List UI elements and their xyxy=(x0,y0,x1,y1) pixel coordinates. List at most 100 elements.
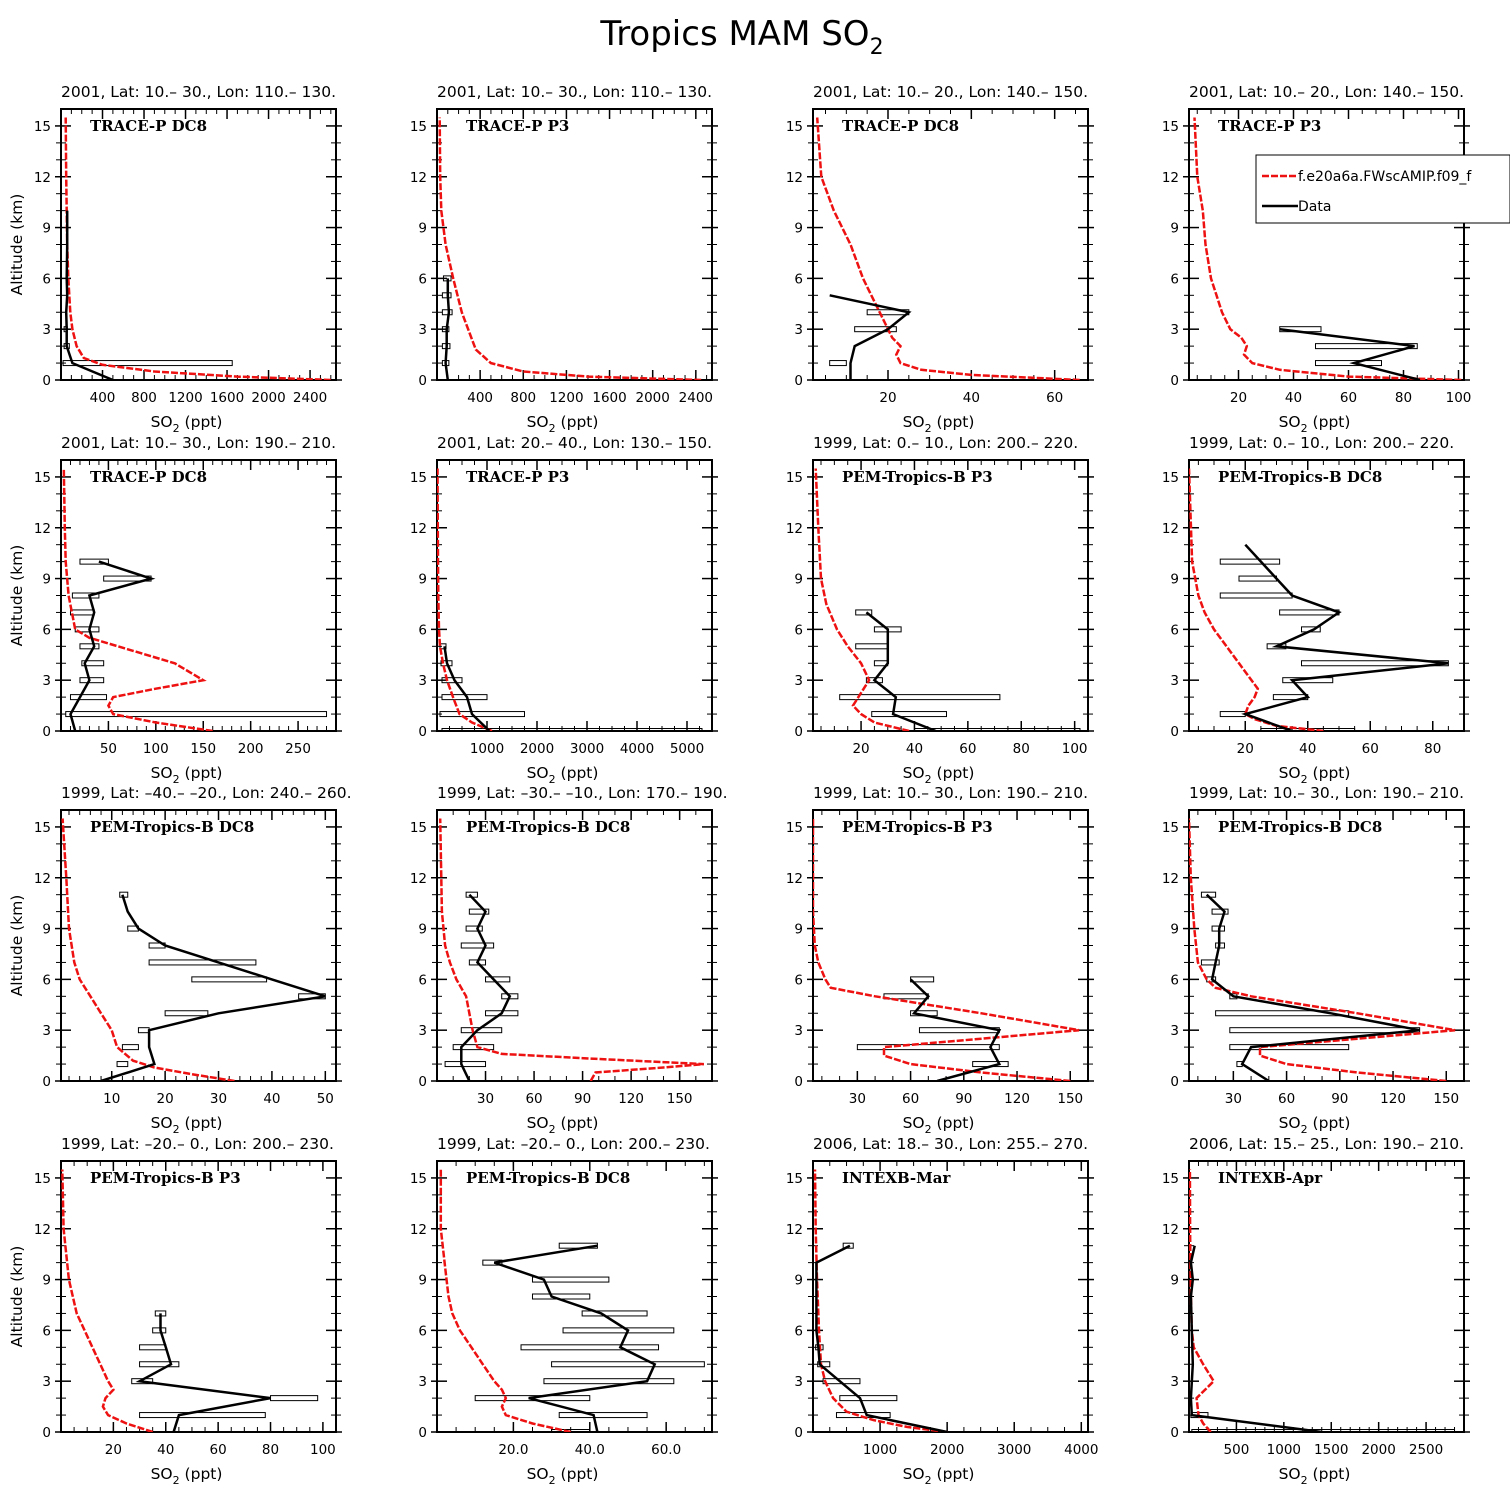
chart-panel-16: 2006, Lat: 15.– 25., Lon: 190.– 210. 0 3 6 9… xyxy=(1162,1135,1470,1487)
y-tick-label: 9 xyxy=(1170,922,1179,938)
y-tick-label: 3 xyxy=(794,322,803,338)
x-axis-label-suffix: (ppt) xyxy=(180,764,223,782)
x-axis-label-suffix: (ppt) xyxy=(556,1465,599,1483)
x-axis-label: SO2 (ppt) xyxy=(903,1114,975,1136)
y-tick-label: 9 xyxy=(794,572,803,588)
y-tick-label: 0 xyxy=(42,724,51,740)
x-axis-label: SO2 (ppt) xyxy=(903,1465,975,1487)
campaign-label: PEM-Tropics-B P3 xyxy=(842,818,993,836)
x-axis-label-suffix: (ppt) xyxy=(932,764,975,782)
chart-panel-1: 2001, Lat: 10.– 30., Lon: 110.– 130. 0 3 6 9… xyxy=(8,83,342,435)
range-bar xyxy=(551,1361,705,1368)
range-bar xyxy=(562,1327,675,1334)
range-bar xyxy=(79,558,109,565)
plot-area xyxy=(61,818,326,1081)
y-tick-label: 6 xyxy=(42,271,51,287)
x-axis-label-suffix: (ppt) xyxy=(1308,1114,1351,1132)
y-tick-label: 12 xyxy=(34,871,51,887)
x-axis-label-subscript: 2 xyxy=(549,773,556,786)
range-bar xyxy=(71,592,100,599)
y-tick-label: 6 xyxy=(42,972,51,988)
range-bar xyxy=(1219,592,1293,599)
y-tick-label: 15 xyxy=(34,1171,51,1187)
range-bar xyxy=(444,1061,487,1068)
x-tick-label: 20 xyxy=(852,741,869,757)
x-axis-label-suffix: (ppt) xyxy=(556,764,599,782)
x-tick-label: 60 xyxy=(959,741,976,757)
y-tick-label: 6 xyxy=(794,972,803,988)
range-bar xyxy=(543,1378,675,1385)
x-axis-label-subscript: 2 xyxy=(1301,1474,1308,1487)
plot-area xyxy=(813,1169,948,1432)
x-axis-label-suffix: (ppt) xyxy=(932,1465,975,1483)
model-line xyxy=(61,1169,154,1432)
y-tick-label: 3 xyxy=(42,1023,51,1039)
plot-frame xyxy=(436,809,713,1082)
chart-panel-11: 1999, Lat: 10.– 30., Lon: 190.– 210. 0 3 6 9… xyxy=(786,784,1094,1136)
y-tick-label: 15 xyxy=(410,470,427,486)
x-axis-label-suffix: (ppt) xyxy=(180,413,223,431)
x-tick-label: 60 xyxy=(1046,390,1063,406)
range-bar xyxy=(1219,711,1246,718)
x-tick-label: 90 xyxy=(955,1091,972,1107)
range-bar xyxy=(439,711,525,718)
x-tick-label: 20 xyxy=(1230,390,1247,406)
range-bar xyxy=(1219,558,1281,565)
data-line xyxy=(1241,543,1449,731)
x-tick-label: 100 xyxy=(1446,390,1472,406)
x-axis-label-subscript: 2 xyxy=(1301,422,1308,435)
range-bar xyxy=(62,360,233,367)
x-tick-label: 40 xyxy=(263,1091,280,1107)
range-bar xyxy=(839,1395,898,1402)
y-tick-label: 0 xyxy=(794,724,803,740)
range-bar xyxy=(856,1044,1000,1051)
y-tick-label: 12 xyxy=(34,170,51,186)
campaign-label: PEM-Tropics-B DC8 xyxy=(466,1169,630,1187)
y-tick-label: 12 xyxy=(410,170,427,186)
x-axis-label-subscript: 2 xyxy=(925,773,932,786)
y-tick-label: 12 xyxy=(786,170,803,186)
y-tick-label: 15 xyxy=(786,119,803,135)
y-tick-label: 0 xyxy=(1170,1425,1179,1441)
x-axis-label: SO2 (ppt) xyxy=(1279,1114,1351,1136)
range-bar xyxy=(829,360,847,367)
model-line xyxy=(437,468,493,731)
range-bar xyxy=(883,993,929,1000)
y-tick-label: 6 xyxy=(1170,622,1179,638)
panel-header: 2001, Lat: 10.– 30., Lon: 190.– 210. xyxy=(61,434,336,452)
model-line xyxy=(62,468,213,731)
x-tick-label: 1600 xyxy=(592,390,626,406)
x-axis-label-subscript: 2 xyxy=(549,1123,556,1136)
legend-data-label: Data xyxy=(1298,199,1331,215)
range-bar xyxy=(520,1344,660,1351)
x-tick-label: 800 xyxy=(510,390,536,406)
data-line xyxy=(815,1244,948,1432)
campaign-label: TRACE-P DC8 xyxy=(90,468,207,486)
x-tick-label: 40.0 xyxy=(575,1442,605,1458)
x-tick-label: 2000 xyxy=(1361,1442,1395,1458)
plot-frame xyxy=(60,459,337,732)
x-tick-label: 4000 xyxy=(620,741,654,757)
x-axis-label: SO2 (ppt) xyxy=(151,1465,223,1487)
y-tick-label: 0 xyxy=(418,373,427,389)
x-tick-label: 120 xyxy=(618,1091,644,1107)
range-bar xyxy=(81,660,105,667)
range-bar xyxy=(558,1412,648,1419)
x-axis-label-suffix: (ppt) xyxy=(556,1114,599,1132)
chart-panel-3: 2001, Lat: 10.– 20., Lon: 140.– 150. 0 3 6 9… xyxy=(786,83,1094,435)
model-line xyxy=(1189,818,1456,1081)
model-line xyxy=(64,117,331,380)
legend-box xyxy=(1255,154,1510,224)
y-tick-label: 3 xyxy=(1170,1374,1179,1390)
plot-frame xyxy=(812,1160,1089,1433)
y-tick-label: 3 xyxy=(418,322,427,338)
x-tick-label: 40 xyxy=(906,741,923,757)
x-tick-label: 1000 xyxy=(863,1442,897,1458)
range-bar xyxy=(439,643,447,650)
data-line xyxy=(69,560,156,731)
x-axis-label-prefix: SO xyxy=(1279,764,1301,782)
plot-area xyxy=(437,468,703,731)
x-tick-label: 2000 xyxy=(520,741,554,757)
plot-area xyxy=(61,1169,319,1432)
y-tick-label: 3 xyxy=(794,1374,803,1390)
